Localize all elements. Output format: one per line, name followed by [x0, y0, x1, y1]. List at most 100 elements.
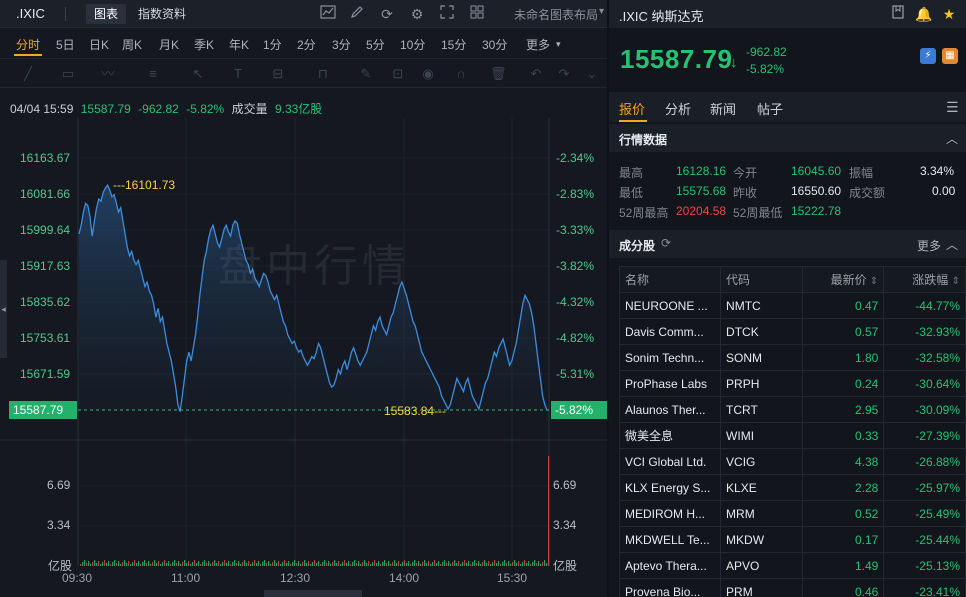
table-row[interactable]: MEDIROM H... MRM 0.52 -25.49%: [618, 500, 966, 527]
trendline-icon[interactable]: ╱: [24, 66, 32, 81]
col-pct[interactable]: 涨跌幅 ⇕: [883, 266, 966, 293]
eye-icon[interactable]: ◉: [422, 66, 434, 81]
tab-chart[interactable]: 图表: [86, 4, 127, 24]
magnet-icon[interactable]: ⊓: [317, 66, 329, 81]
arrow-icon[interactable]: ↖: [192, 66, 204, 81]
stock-price: 2.95: [801, 396, 885, 423]
table-row[interactable]: Provena Bio... PRM 0.46 -23.41%: [618, 578, 966, 597]
magnet2-icon[interactable]: ∩: [456, 66, 466, 81]
period-option[interactable]: 周K: [122, 38, 143, 52]
period-option[interactable]: 更多: [526, 38, 551, 52]
stock-name: NEUROONE ...: [618, 292, 722, 319]
section-market-data[interactable]: 行情数据 ︿: [609, 124, 966, 152]
table-row[interactable]: NEUROONE ... NMTC 0.47 -44.77%: [618, 292, 966, 319]
refresh-icon[interactable]: ⟳: [661, 236, 672, 250]
undo-icon[interactable]: ↶: [530, 66, 542, 81]
fib-icon[interactable]: ≡: [149, 66, 157, 81]
table-row[interactable]: Davis Comm... DTCK 0.57 -32.93%: [618, 318, 966, 345]
refresh-icon[interactable]: ⟳: [381, 6, 393, 22]
period-option[interactable]: 1分: [263, 38, 282, 52]
period-option[interactable]: 15分: [441, 38, 467, 52]
col-price[interactable]: 最新价 ⇕: [801, 266, 885, 293]
redo-icon[interactable]: ↷: [558, 66, 570, 81]
grid-layout-icon[interactable]: [468, 5, 486, 23]
stock-name: Aptevo Thera...: [618, 552, 722, 579]
intraday-chart[interactable]: [0, 0, 607, 597]
volume-bar: [342, 562, 344, 566]
measure-icon[interactable]: ⊟: [272, 66, 284, 81]
stock-code: KLXE: [720, 474, 803, 501]
period-option[interactable]: 5分: [366, 38, 385, 52]
lock-icon[interactable]: ⊡: [392, 66, 404, 81]
pencil-icon[interactable]: ✎: [360, 66, 372, 81]
more-link[interactable]: 更多: [917, 239, 942, 253]
period-option[interactable]: 5日: [56, 38, 75, 52]
stock-code: TCRT: [720, 396, 803, 423]
period-option[interactable]: 年K: [229, 38, 250, 52]
bookmark-icon[interactable]: [889, 5, 907, 23]
section-constituents[interactable]: 成分股 ⟳ ︿: [609, 230, 966, 258]
volume-bar: [434, 560, 436, 566]
volume-bar: [362, 562, 364, 566]
tab-analysis[interactable]: 分析: [665, 102, 692, 117]
chevron-down-icon[interactable]: ⌄: [586, 66, 598, 81]
tab-news[interactable]: 新闻: [710, 102, 737, 117]
period-option[interactable]: 月K: [159, 38, 180, 52]
portfolio-icon[interactable]: ▦: [942, 48, 958, 64]
price-tick-label: 16081.66: [20, 187, 71, 201]
settings-icon[interactable]: ⚙: [410, 6, 424, 22]
menu-icon[interactable]: ☰: [946, 99, 959, 115]
table-row[interactable]: KLX Energy S... KLXE 2.28 -25.97%: [618, 474, 966, 501]
table-row[interactable]: 微美全息 WIMI 0.33 -27.39%: [618, 422, 966, 449]
chevron-down-icon[interactable]: ▾: [599, 6, 605, 17]
table-row[interactable]: Alaunos Ther... TCRT 2.95 -30.09%: [618, 396, 966, 423]
bell-icon[interactable]: 🔔: [915, 6, 933, 22]
chevron-up-icon[interactable]: ︿: [946, 132, 959, 146]
price-change: -962.82: [746, 45, 787, 59]
collapse-handle[interactable]: ◂: [0, 260, 7, 358]
stock-name: 微美全息: [618, 422, 722, 449]
col-code[interactable]: 代码: [720, 266, 803, 293]
stock-price: 4.38: [801, 448, 885, 475]
table-row[interactable]: VCI Global Ltd. VCIG 4.38 -26.88%: [618, 448, 966, 475]
fullscreen-icon[interactable]: [438, 5, 456, 23]
period-option[interactable]: 30分: [482, 38, 508, 52]
period-option[interactable]: 3分: [332, 38, 351, 52]
stock-price: 2.28: [801, 474, 885, 501]
volume-bar: [316, 563, 318, 566]
col-name[interactable]: 名称: [618, 266, 722, 293]
volume-bar: [476, 563, 478, 566]
chevron-down-icon[interactable]: ▾: [556, 39, 561, 49]
trash-icon[interactable]: 🗑: [490, 66, 507, 81]
table-row[interactable]: Sonim Techn... SONM 1.80 -32.58%: [618, 344, 966, 371]
stat-52w-low: 52周最低: [733, 206, 783, 220]
wave-icon[interactable]: 〰: [101, 66, 115, 81]
period-option[interactable]: 2分: [297, 38, 316, 52]
chevron-up-icon[interactable]: ︿: [946, 238, 959, 252]
volume-bar: [168, 561, 170, 566]
period-option[interactable]: 季K: [194, 38, 215, 52]
price-tick-label: 15917.63: [20, 259, 71, 273]
chart-type-icon[interactable]: [319, 5, 337, 23]
draw-icon[interactable]: [348, 5, 366, 23]
tab-quote[interactable]: 报价: [619, 102, 646, 117]
period-option[interactable]: 日K: [89, 38, 110, 52]
tab-posts[interactable]: 帖子: [757, 102, 784, 117]
volume-bar: [414, 560, 416, 566]
stock-price: 0.24: [801, 370, 885, 397]
table-row[interactable]: Aptevo Thera... APVO 1.49 -25.13%: [618, 552, 966, 579]
period-option[interactable]: 10分: [400, 38, 426, 52]
volume-bar: [426, 563, 428, 566]
tab-index-info[interactable]: 指数资料: [138, 7, 187, 21]
lightning-icon[interactable]: ⚡: [920, 48, 936, 64]
period-option[interactable]: 分时: [16, 38, 41, 52]
star-icon[interactable]: ★: [942, 6, 956, 22]
stat-low-value: 15575.68: [676, 184, 727, 198]
resize-handle[interactable]: [264, 590, 362, 597]
text-tool-icon[interactable]: T: [234, 66, 242, 81]
table-row[interactable]: ProPhase Labs PRPH 0.24 -30.64%: [618, 370, 966, 397]
volume-bar: [488, 561, 490, 566]
rectangle-icon[interactable]: ▭: [61, 66, 75, 81]
table-row[interactable]: MKDWELL Te... MKDW 0.17 -25.44%: [618, 526, 966, 553]
layout-dropdown[interactable]: 未命名图表布局: [514, 8, 599, 22]
